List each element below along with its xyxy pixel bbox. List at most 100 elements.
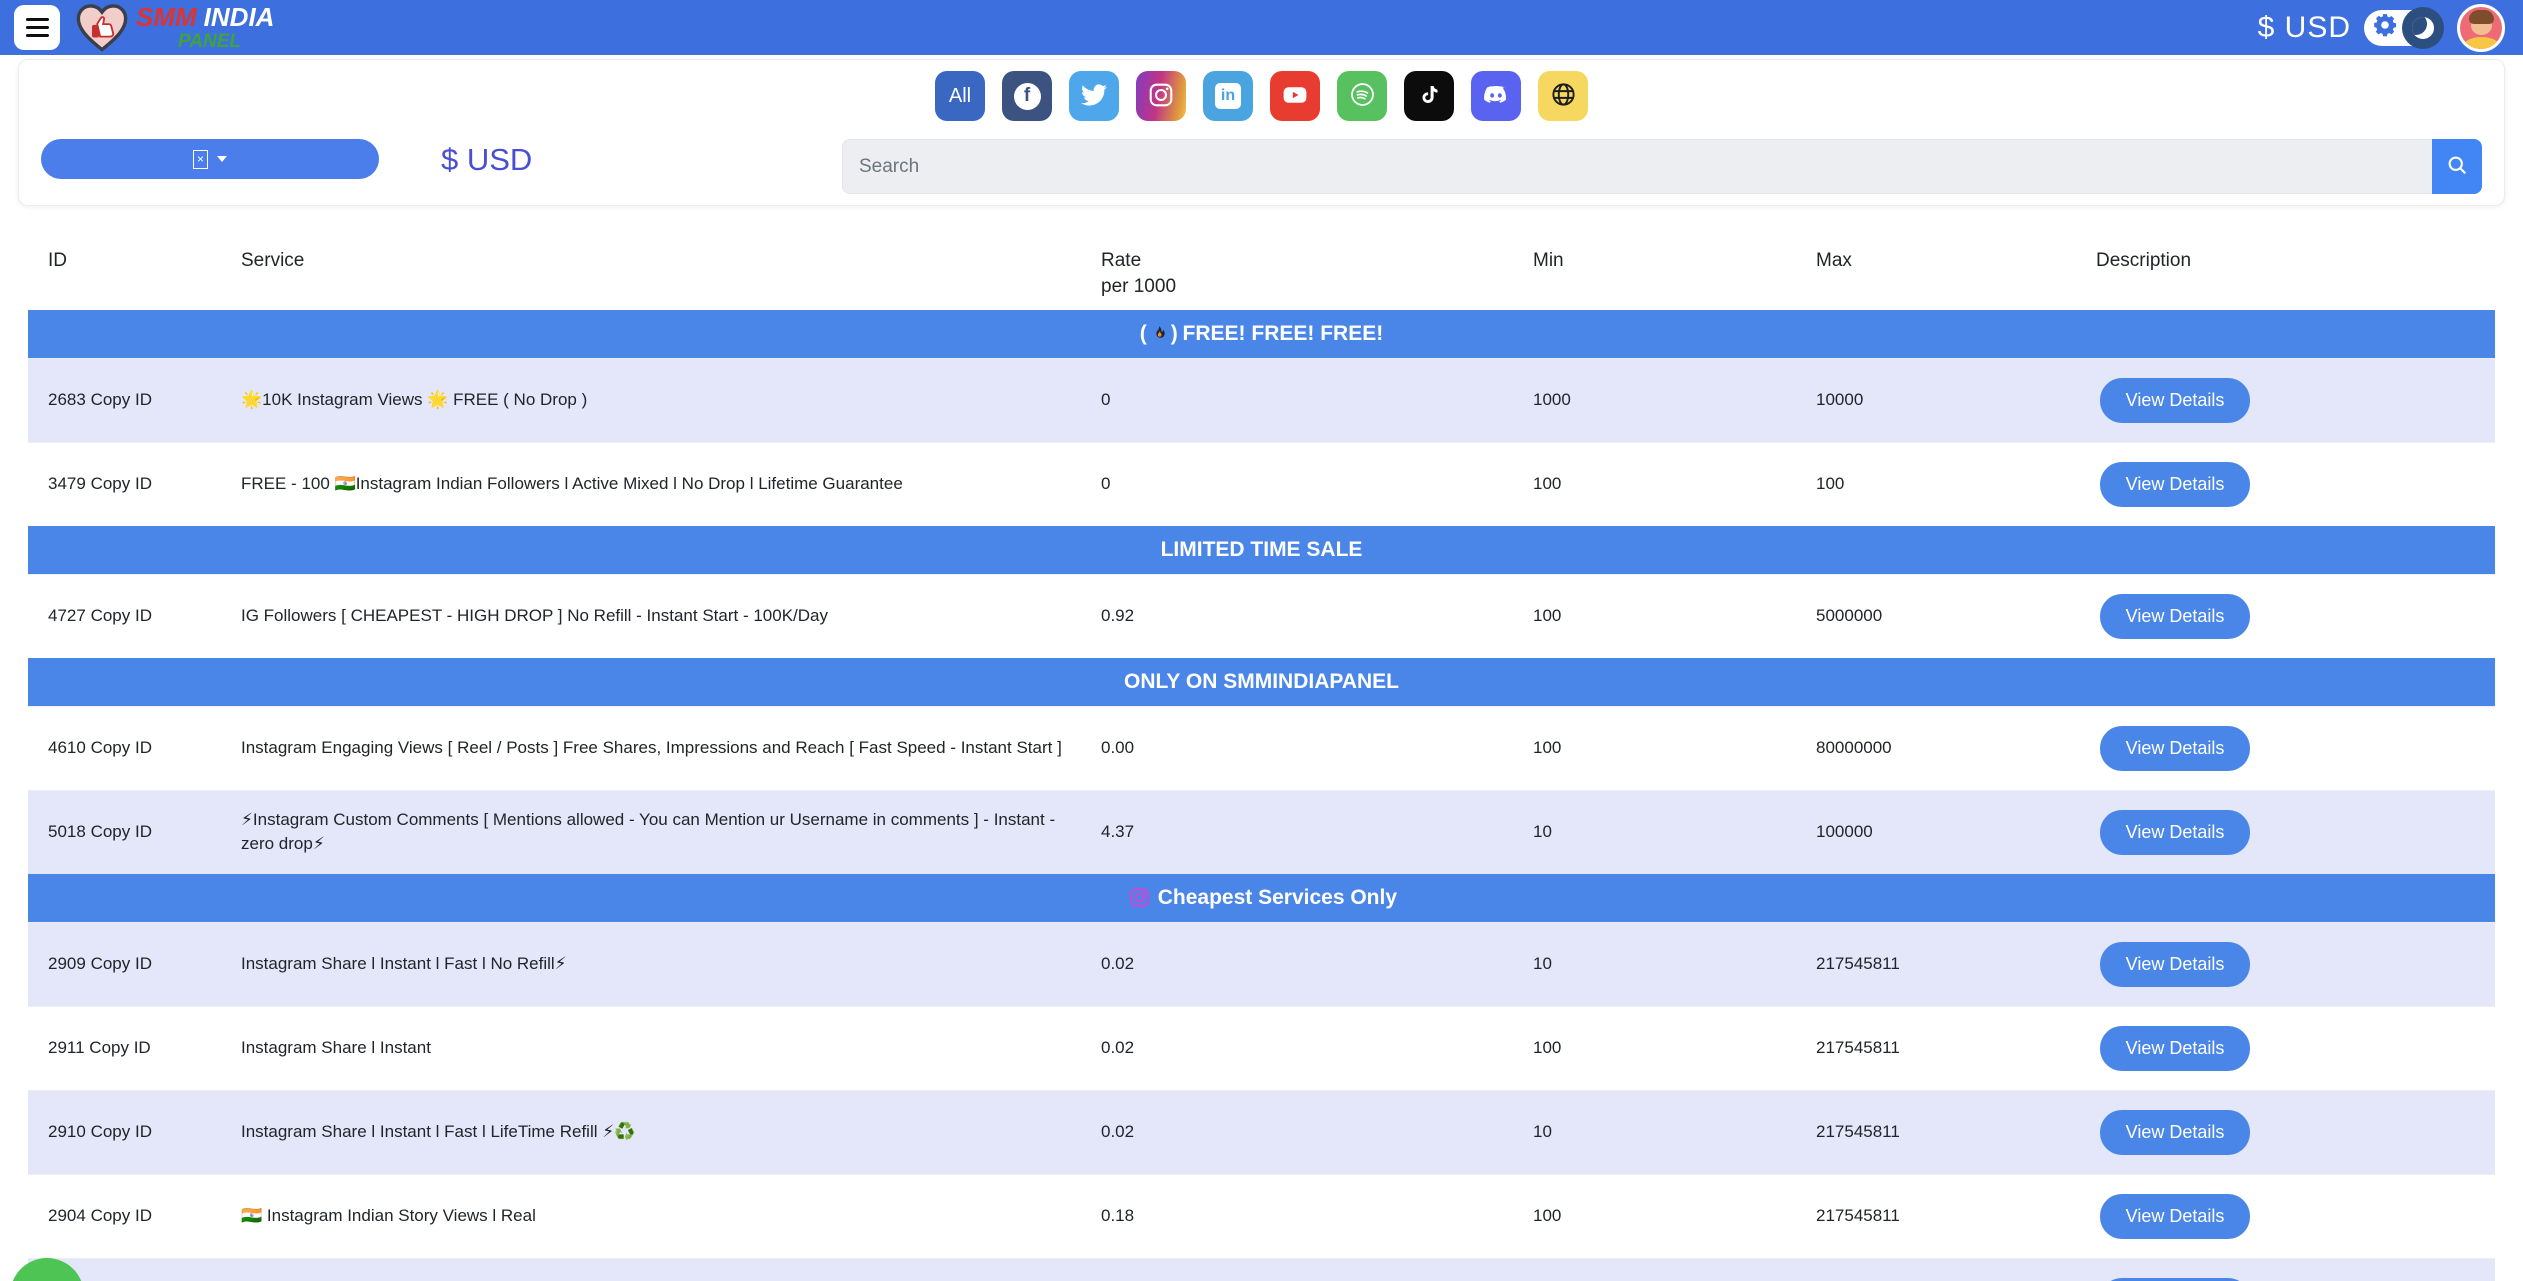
facebook-icon: f xyxy=(1013,82,1041,110)
brand-name: SMM INDIA PANEL xyxy=(136,2,275,52)
theme-toggle[interactable] xyxy=(2364,6,2444,49)
search-input[interactable] xyxy=(842,139,2432,194)
view-details-button[interactable]: View Details xyxy=(2100,941,2250,987)
service-max: 217545811 xyxy=(1808,1005,2088,1090)
filter-facebook-button[interactable]: f xyxy=(1002,71,1052,121)
chevron-down-icon xyxy=(217,156,227,162)
filter-spotify-button[interactable] xyxy=(1337,71,1387,121)
globe-icon xyxy=(1550,81,1577,111)
filter-instagram-button[interactable] xyxy=(1136,71,1186,121)
service-rate: 0.18 xyxy=(1093,1173,1525,1258)
whatsapp-float-button[interactable] xyxy=(10,1258,84,1281)
service-rate: 0.00 xyxy=(1093,705,1525,790)
service-rate: 0 xyxy=(1093,441,1525,526)
user-avatar[interactable] xyxy=(2457,3,2505,52)
service-name: IG Followers [ CHEAPEST - HIGH DROP ] No… xyxy=(233,573,1093,658)
category-label: FREE! FREE! FREE! xyxy=(1182,321,1384,345)
navbar-currency-label: $ USD xyxy=(2257,10,2351,44)
platform-filter-row: All f in xyxy=(41,71,2482,121)
copy-id-button[interactable]: Copy ID xyxy=(90,390,152,409)
column-header-min: Min xyxy=(1533,250,1564,271)
missing-glyph-icon: × xyxy=(193,149,208,169)
service-id: 5018 xyxy=(48,822,86,842)
spotify-icon xyxy=(1349,81,1376,111)
hamburger-menu-button[interactable] xyxy=(14,5,60,50)
filter-discord-button[interactable] xyxy=(1471,71,1521,121)
service-name: 🇮🇳 Instagram Indian Story Views l Real xyxy=(233,1173,1093,1258)
view-details-button[interactable]: View Details xyxy=(2100,461,2250,507)
category-label: ONLY ON SMMINDIAPANEL xyxy=(1124,669,1399,693)
view-details-button[interactable]: View Details xyxy=(2100,809,2250,855)
service-id: 2909 xyxy=(48,954,86,973)
service-max: 100 xyxy=(1808,441,2088,526)
brand-logo[interactable]: SMM INDIA PANEL xyxy=(74,3,274,53)
service-min: 100 xyxy=(1525,441,1808,526)
filter-website-button[interactable] xyxy=(1538,71,1588,121)
service-row: 2911 Copy ID Instagram Share l Instant 0.0… xyxy=(28,1005,2495,1090)
service-rate: 0 xyxy=(1093,357,1525,442)
service-name: Instagram Share l Instant l Fast l No Re… xyxy=(233,921,1093,1006)
column-header-rate: Rate per 1000 xyxy=(1101,250,1177,297)
view-details-button[interactable]: View Details xyxy=(2100,1025,2250,1071)
filter-linkedin-button[interactable]: in xyxy=(1203,71,1253,121)
copy-id-button[interactable]: Copy ID xyxy=(90,1122,152,1141)
category-header-row: () FREE! FREE! FREE! xyxy=(28,310,2495,358)
service-id: 2910 xyxy=(48,1122,86,1141)
view-details-button[interactable]: View Details xyxy=(2100,1277,2250,1281)
search-icon xyxy=(2447,155,2468,179)
service-rate: 1.12 xyxy=(1093,1257,1525,1281)
services-table-container: ID Service Rate per 1000 Min Max Descrip… xyxy=(28,244,2495,1281)
filter-tiktok-button[interactable] xyxy=(1404,71,1454,121)
filters-and-search-card: All f in xyxy=(18,59,2505,206)
service-name: Instagram Engaging Views [ Reel / Posts … xyxy=(233,705,1093,790)
column-header-service: Service xyxy=(241,250,305,271)
service-row: 2909 Copy ID Instagram Share l Instant l … xyxy=(28,921,2495,1006)
copy-id-button[interactable]: Copy ID xyxy=(90,954,152,973)
column-header-description: Description xyxy=(2096,250,2192,271)
service-rate: 0.02 xyxy=(1093,1089,1525,1174)
service-name: Instagram Custom Comments- Non Drop xyxy=(233,1257,1093,1281)
view-details-button[interactable]: View Details xyxy=(2100,725,2250,771)
currency-dropdown-button[interactable]: × xyxy=(41,139,379,179)
category-label: LIMITED TIME SALE xyxy=(1160,537,1363,561)
dark-mode-moon-icon xyxy=(2402,6,2444,49)
youtube-icon xyxy=(1280,82,1310,111)
filter-youtube-button[interactable] xyxy=(1270,71,1320,121)
tiktok-icon xyxy=(1417,83,1441,110)
category-header-row: LIMITED TIME SALE xyxy=(28,526,2495,574)
instagram-icon xyxy=(1148,82,1174,111)
copy-id-button[interactable]: Copy ID xyxy=(89,1038,151,1057)
service-id: 3479 xyxy=(48,474,86,494)
service-max: 80000000 xyxy=(1808,705,2088,790)
view-details-button[interactable]: View Details xyxy=(2100,377,2250,423)
service-row: 2683 Copy ID 🌟10K Instagram Views 🌟 FREE … xyxy=(28,357,2495,442)
service-id: 2911 xyxy=(48,1038,85,1057)
copy-id-button[interactable]: Copy ID xyxy=(90,1206,152,1225)
top-navbar: SMM INDIA PANEL $ USD xyxy=(0,0,2523,55)
service-max: 217545811 xyxy=(1808,921,2088,1006)
service-rate: 4.37 xyxy=(1093,789,1525,874)
service-max: 217545811 xyxy=(1808,1173,2088,1258)
gear-icon xyxy=(2372,12,2398,43)
view-details-button[interactable]: View Details xyxy=(2100,1193,2250,1239)
copy-id-button[interactable]: Copy ID xyxy=(90,822,152,842)
service-row: 3479 Copy ID FREE - 100 🇮🇳Instagram India… xyxy=(28,441,2495,526)
fire-icon xyxy=(1156,325,1165,338)
search-bar xyxy=(842,139,2482,194)
services-table-body: () FREE! FREE! FREE! 2683 Copy ID 🌟10K Ins… xyxy=(28,310,2495,1281)
view-details-button[interactable]: View Details xyxy=(2100,1109,2250,1155)
search-button[interactable] xyxy=(2432,139,2482,194)
filter-all-button[interactable]: All xyxy=(935,71,985,121)
copy-id-button[interactable]: Copy ID xyxy=(90,474,152,494)
filter-twitter-button[interactable] xyxy=(1069,71,1119,121)
column-header-id: ID xyxy=(48,250,67,271)
table-header-row: ID Service Rate per 1000 Min Max Descrip… xyxy=(28,244,2495,310)
service-id: 2683 xyxy=(48,390,86,409)
copy-id-button[interactable]: Copy ID xyxy=(90,606,152,626)
service-id: 4727 xyxy=(48,606,86,626)
view-details-button[interactable]: View Details xyxy=(2100,593,2250,639)
copy-id-button[interactable]: Copy ID xyxy=(90,738,152,757)
service-max: 5000000 xyxy=(1808,573,2088,658)
services-table: ID Service Rate per 1000 Min Max Descrip… xyxy=(28,244,2495,1281)
